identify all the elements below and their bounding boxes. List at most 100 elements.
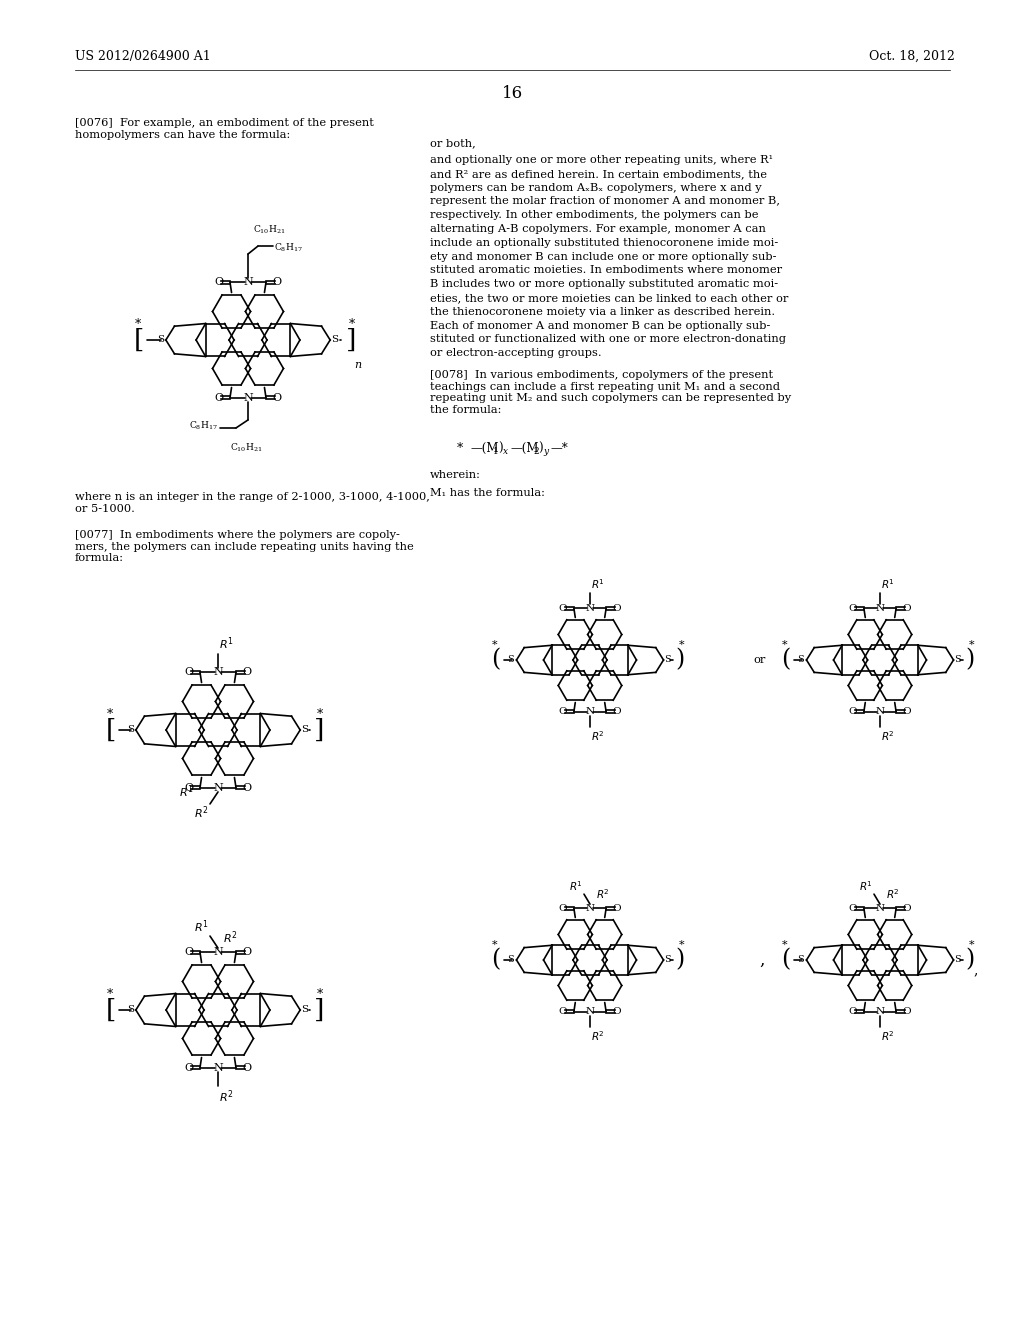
Text: $R^2$: $R^2$ xyxy=(596,887,610,902)
Text: $R^2$: $R^2$ xyxy=(886,887,900,902)
Text: *: * xyxy=(969,940,974,949)
Text: US 2012/0264900 A1: US 2012/0264900 A1 xyxy=(75,50,211,63)
Text: *: * xyxy=(782,940,787,949)
Text: O: O xyxy=(558,1007,567,1016)
Text: *: * xyxy=(679,940,684,949)
Text: Each of monomer A and monomer B can be optionally sub-: Each of monomer A and monomer B can be o… xyxy=(430,321,770,330)
Text: O: O xyxy=(612,603,622,612)
Text: 1: 1 xyxy=(493,447,499,457)
Text: O: O xyxy=(272,277,282,286)
Text: O: O xyxy=(558,708,567,717)
Text: (: ( xyxy=(492,648,501,672)
Text: N: N xyxy=(213,667,223,677)
Text: ety and monomer B can include one or more optionally sub-: ety and monomer B can include one or mor… xyxy=(430,252,776,261)
Text: or electron-accepting groups.: or electron-accepting groups. xyxy=(430,348,602,358)
Text: [0076]  For example, an embodiment of the present
homopolymers can have the form: [0076] For example, an embodiment of the… xyxy=(75,117,374,140)
Text: 16: 16 xyxy=(502,84,522,102)
Text: N: N xyxy=(586,1007,595,1016)
Text: *: * xyxy=(134,318,141,330)
Text: O: O xyxy=(214,393,223,403)
Text: N: N xyxy=(586,904,595,912)
Text: $\mathregular{C_{10}H_{21}}$: $\mathregular{C_{10}H_{21}}$ xyxy=(229,442,262,454)
Text: O: O xyxy=(184,667,194,677)
Text: O: O xyxy=(903,603,911,612)
Text: [: [ xyxy=(133,327,143,352)
Text: y: y xyxy=(543,447,548,457)
Text: (: ( xyxy=(781,648,791,672)
Text: [: [ xyxy=(105,718,116,742)
Text: O: O xyxy=(243,946,252,957)
Text: $R^2$: $R^2$ xyxy=(195,804,209,821)
Text: $R^1$: $R^1$ xyxy=(591,577,605,591)
Text: S: S xyxy=(127,726,134,734)
Text: alternating A-B copolymers. For example, monomer A can: alternating A-B copolymers. For example,… xyxy=(430,224,766,234)
Text: —(M: —(M xyxy=(510,441,539,454)
Text: $R^2$: $R^2$ xyxy=(591,1028,605,1043)
Text: ): ) xyxy=(676,949,685,972)
Text: O: O xyxy=(272,393,282,403)
Text: O: O xyxy=(612,904,622,912)
Text: N: N xyxy=(213,783,223,793)
Text: where n is an integer in the range of 2-1000, 3-1000, 4-1000,
or 5-1000.: where n is an integer in the range of 2-… xyxy=(75,492,430,513)
Text: N: N xyxy=(586,603,595,612)
Text: ): ) xyxy=(676,648,685,672)
Text: *: * xyxy=(457,441,463,454)
Text: O: O xyxy=(903,708,911,717)
Text: *: * xyxy=(317,708,324,721)
Text: —(M: —(M xyxy=(470,441,499,454)
Text: *: * xyxy=(317,987,324,1001)
Text: $R^2$: $R^2$ xyxy=(223,929,238,946)
Text: ]: ] xyxy=(314,718,325,742)
Text: (: ( xyxy=(781,949,791,972)
Text: represent the molar fraction of monomer A and monomer B,: represent the molar fraction of monomer … xyxy=(430,197,780,206)
Text: N: N xyxy=(243,277,253,286)
Text: eties, the two or more moieties can be linked to each other or: eties, the two or more moieties can be l… xyxy=(430,293,788,304)
Text: *: * xyxy=(492,940,498,949)
Text: [0077]  In embodiments where the polymers are copoly-
mers, the polymers can inc: [0077] In embodiments where the polymers… xyxy=(75,531,414,564)
Text: $R^1$: $R^1$ xyxy=(881,577,895,591)
Text: O: O xyxy=(612,708,622,717)
Text: M₁ has the formula:: M₁ has the formula: xyxy=(430,488,545,498)
Text: S: S xyxy=(954,956,962,965)
Text: N: N xyxy=(586,708,595,717)
Text: and optionally one or more other repeating units, where R¹: and optionally one or more other repeati… xyxy=(430,154,773,165)
Text: O: O xyxy=(849,603,857,612)
Text: $R^2$: $R^2$ xyxy=(219,1088,233,1105)
Text: ): ) xyxy=(966,648,975,672)
Text: N: N xyxy=(876,708,885,717)
Text: [0078]  In various embodiments, copolymers of the present
teachings can include : [0078] In various embodiments, copolymer… xyxy=(430,370,792,414)
Text: $\mathregular{C_8H_{17}}$: $\mathregular{C_8H_{17}}$ xyxy=(274,242,303,255)
Text: Oct. 18, 2012: Oct. 18, 2012 xyxy=(869,50,955,63)
Text: S: S xyxy=(157,335,164,345)
Text: N: N xyxy=(876,603,885,612)
Text: $\mathregular{C_8H_{17}}$: $\mathregular{C_8H_{17}}$ xyxy=(189,420,218,432)
Text: $R^2$: $R^2$ xyxy=(881,729,895,743)
Text: O: O xyxy=(184,1063,194,1073)
Text: S: S xyxy=(665,956,672,965)
Text: S: S xyxy=(508,656,514,664)
Text: N: N xyxy=(243,393,253,403)
Text: —*: —* xyxy=(550,441,567,454)
Text: ,: , xyxy=(760,952,765,969)
Text: n: n xyxy=(354,360,361,370)
Text: S: S xyxy=(798,956,804,965)
Text: S: S xyxy=(331,335,338,345)
Text: wherein:: wherein: xyxy=(430,470,481,480)
Text: N: N xyxy=(876,904,885,912)
Text: O: O xyxy=(849,708,857,717)
Text: O: O xyxy=(612,1007,622,1016)
Text: ): ) xyxy=(498,441,503,454)
Text: $\mathregular{C_{10}H_{21}}$: $\mathregular{C_{10}H_{21}}$ xyxy=(253,223,286,236)
Text: S: S xyxy=(301,1006,308,1015)
Text: O: O xyxy=(243,1063,252,1073)
Text: $R^2$: $R^2$ xyxy=(591,729,605,743)
Text: 2: 2 xyxy=(534,447,539,457)
Text: $R^1$: $R^1$ xyxy=(569,879,583,894)
Text: N: N xyxy=(213,1063,223,1073)
Text: O: O xyxy=(903,1007,911,1016)
Text: O: O xyxy=(243,783,252,793)
Text: and R² are as defined herein. In certain embodiments, the: and R² are as defined herein. In certain… xyxy=(430,169,767,178)
Text: N: N xyxy=(213,946,223,957)
Text: or: or xyxy=(754,655,766,665)
Text: $R^1$: $R^1$ xyxy=(219,635,233,652)
